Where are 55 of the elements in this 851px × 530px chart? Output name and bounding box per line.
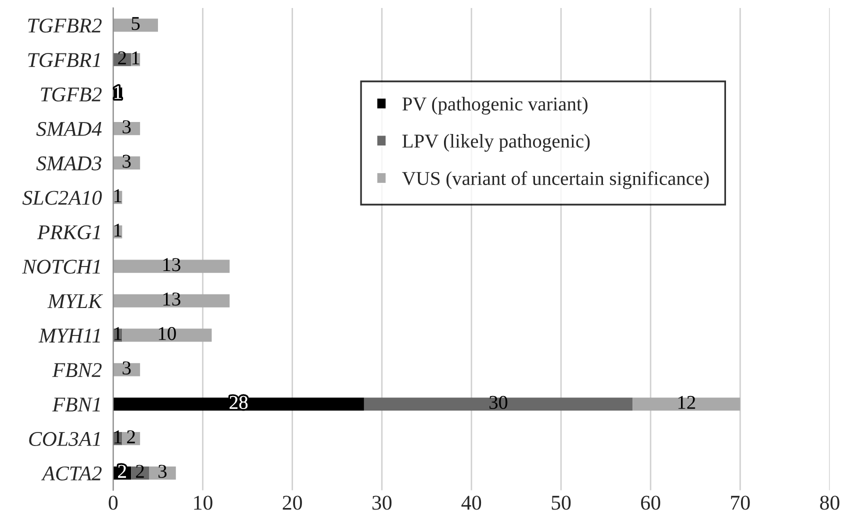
- data-label: 1: [114, 189, 122, 202]
- bar: [149, 466, 176, 480]
- bar: [113, 260, 230, 273]
- legend-label: VUS (variant of uncertain significance): [402, 171, 709, 190]
- bar: [113, 398, 364, 411]
- data-label: 5: [132, 17, 140, 30]
- bar: [113, 18, 158, 32]
- bar: [364, 398, 633, 411]
- x-tick-label: 0: [108, 496, 118, 510]
- x-tick-label: 10: [194, 496, 212, 510]
- y-tick-label: COL3A1: [29, 432, 100, 446]
- data-label: 10: [158, 326, 176, 340]
- bar: [122, 328, 212, 342]
- x-tick-label: 60: [641, 496, 660, 510]
- data-label: 13: [163, 292, 180, 306]
- y-tick-label: MYLK: [47, 294, 103, 308]
- data-label: 1: [132, 51, 140, 64]
- y-tick-label: TGFBR2: [28, 18, 102, 33]
- y-tick-label: MYH11: [38, 328, 100, 342]
- x-tick-label: 30: [372, 496, 392, 510]
- data-label: 3: [122, 361, 131, 375]
- x-tick-label: 20: [282, 496, 302, 510]
- y-tick-label: NOTCH1: [22, 260, 100, 274]
- y-tick-label: FBN2: [52, 363, 102, 377]
- y-tick-label: FBN1: [52, 398, 100, 412]
- data-label: 2: [118, 51, 126, 64]
- y-tick-label: PRKG1: [37, 225, 100, 240]
- legend-label: PV (pathogenic variant): [402, 96, 588, 115]
- y-tick-label: SLC2A10: [22, 190, 102, 205]
- data-label: 2: [127, 430, 135, 444]
- data-label: 3: [158, 464, 167, 478]
- data-label: 3: [122, 120, 131, 134]
- data-label: 1: [114, 327, 122, 340]
- data-label: 3: [122, 154, 131, 168]
- data-label: 1: [114, 224, 122, 237]
- bar: [113, 156, 140, 170]
- bar: [113, 294, 230, 308]
- legend-label: LPV (likely pathogenic): [402, 134, 590, 152]
- x-tick-label: 80: [820, 496, 840, 510]
- data-label: 12: [678, 396, 696, 409]
- y-tick-label: SMAD4: [36, 122, 102, 136]
- x-tick-label: 70: [731, 496, 750, 510]
- data-label: 30: [490, 396, 508, 409]
- bar: [632, 398, 740, 411]
- data-label: 2: [136, 464, 144, 478]
- data-label: 1: [114, 430, 122, 444]
- x-tick-label: 40: [461, 496, 482, 510]
- data-label: 13: [163, 258, 180, 272]
- y-tick-label: ACTA2: [41, 466, 102, 480]
- bar: [113, 363, 140, 376]
- x-tick-label: 50: [552, 496, 571, 510]
- bar: [113, 122, 140, 136]
- y-tick-label: TGFBR1: [28, 53, 100, 68]
- y-tick-label: TGFB2: [40, 88, 102, 102]
- y-tick-label: SMAD3: [36, 156, 102, 170]
